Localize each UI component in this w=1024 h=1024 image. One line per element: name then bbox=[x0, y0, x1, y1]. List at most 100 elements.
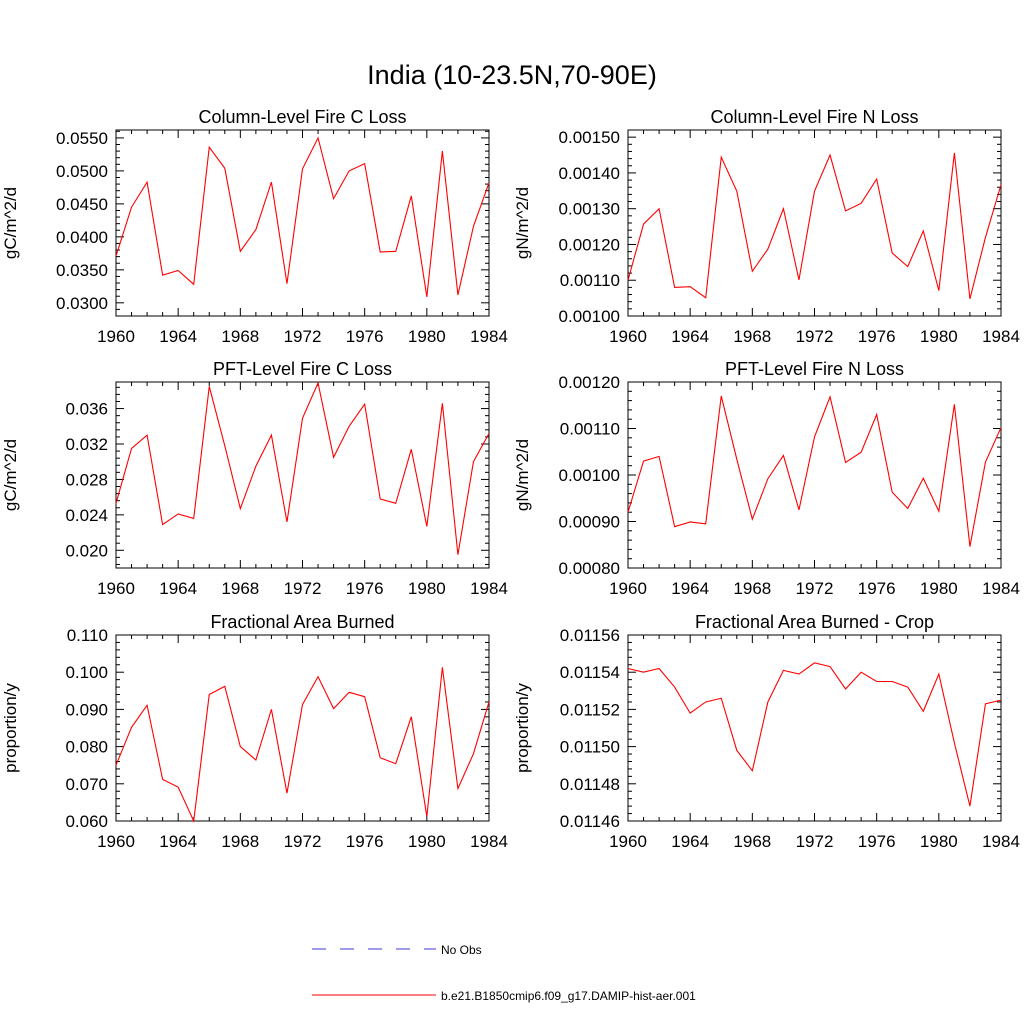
chart-title: Column-Level Fire C Loss bbox=[198, 107, 406, 127]
y-tick-label: 0.090 bbox=[65, 700, 108, 719]
x-tick-label: 1980 bbox=[920, 579, 958, 598]
figure-title: India (10-23.5N,70-90E) bbox=[367, 60, 657, 90]
plot-frame bbox=[627, 129, 1002, 317]
x-tick-label: 1964 bbox=[671, 579, 709, 598]
y-axis-label: gN/m^2/d bbox=[513, 439, 532, 511]
x-tick-label: 1964 bbox=[159, 832, 197, 851]
series-line bbox=[115, 136, 490, 297]
y-tick-label: 0.070 bbox=[65, 775, 108, 794]
y-tick-label: 0.00130 bbox=[559, 200, 620, 219]
y-axis-label: gC/m^2/d bbox=[1, 439, 20, 511]
y-axis-label: gC/m^2/d bbox=[1, 187, 20, 259]
x-tick-label: 1964 bbox=[671, 832, 709, 851]
chart-title: Column-Level Fire N Loss bbox=[710, 107, 918, 127]
y-tick-label: 0.0500 bbox=[56, 162, 108, 181]
x-tick-label: 1984 bbox=[982, 832, 1020, 851]
x-tick-label: 1972 bbox=[284, 832, 322, 851]
x-tick-label: 1964 bbox=[671, 327, 709, 346]
series-line bbox=[627, 662, 1002, 807]
series-line bbox=[627, 395, 1002, 547]
chart-panel-4: PFT-Level Fire N Loss gN/m^2/d 1960 1964 196… bbox=[513, 359, 1020, 598]
x-tick-label: 1968 bbox=[221, 832, 259, 851]
x-tick-label: 1972 bbox=[796, 832, 834, 851]
y-tick-label: 0.0300 bbox=[56, 294, 108, 313]
chart-title: PFT-Level Fire C Loss bbox=[213, 359, 392, 379]
plot-frame bbox=[627, 381, 1002, 569]
y-tick-label: 0.110 bbox=[67, 626, 108, 645]
x-tick-label: 1980 bbox=[920, 832, 958, 851]
x-tick-label: 1980 bbox=[920, 327, 958, 346]
x-tick-label: 1968 bbox=[733, 327, 771, 346]
x-tick-label: 1972 bbox=[796, 579, 834, 598]
series-line bbox=[115, 381, 490, 555]
y-tick-label: 0.01152 bbox=[560, 700, 620, 719]
x-tick-label: 1960 bbox=[609, 327, 647, 346]
y-tick-label: 0.100 bbox=[65, 663, 108, 682]
x-tick-label: 1980 bbox=[408, 832, 446, 851]
y-tick-label: 0.00120 bbox=[559, 373, 620, 392]
y-tick-label: 0.00110 bbox=[560, 420, 620, 439]
x-tick-label: 1976 bbox=[858, 579, 896, 598]
chart-panel-5: Fractional Area Burned proportion/y 1960 19… bbox=[1, 612, 508, 851]
x-tick-label: 1972 bbox=[284, 579, 322, 598]
x-tick-label: 1960 bbox=[97, 579, 135, 598]
y-tick-label: 0.00080 bbox=[559, 559, 620, 578]
x-tick-label: 1972 bbox=[796, 327, 834, 346]
x-tick-label: 1960 bbox=[97, 832, 135, 851]
y-tick-label: 0.00110 bbox=[560, 271, 620, 290]
y-tick-label: 0.032 bbox=[65, 435, 108, 454]
x-tick-label: 1976 bbox=[346, 579, 384, 598]
chart-panel-3: PFT-Level Fire C Loss gC/m^2/d 1960 1964 196… bbox=[1, 359, 508, 598]
x-tick-label: 1984 bbox=[982, 579, 1020, 598]
y-tick-label: 0.00120 bbox=[559, 235, 620, 254]
chart-panel-6: Fractional Area Burned - Crop proportion/… bbox=[513, 612, 1020, 851]
chart-title: Fractional Area Burned - Crop bbox=[695, 612, 934, 632]
y-axis-label: gN/m^2/d bbox=[513, 187, 532, 259]
chart-panel-1: Column-Level Fire C Loss gC/m^2/d 1960 1964… bbox=[1, 107, 508, 346]
y-tick-label: 0.0400 bbox=[56, 228, 108, 247]
x-tick-label: 1960 bbox=[609, 579, 647, 598]
y-tick-label: 0.00090 bbox=[559, 513, 620, 532]
plot-frame bbox=[115, 129, 490, 317]
y-tick-label: 0.00150 bbox=[559, 128, 620, 147]
x-tick-label: 1964 bbox=[159, 327, 197, 346]
legend-obs-label: No Obs bbox=[441, 943, 482, 957]
legend-model-label: b.e21.B1850cmip6.f09_g17.DAMIP-hist-aer.… bbox=[441, 989, 696, 1003]
x-tick-label: 1980 bbox=[408, 327, 446, 346]
y-tick-label: 0.060 bbox=[65, 812, 108, 831]
x-tick-label: 1976 bbox=[346, 832, 384, 851]
y-tick-label: 0.01150 bbox=[560, 738, 620, 757]
x-tick-label: 1976 bbox=[858, 832, 896, 851]
x-tick-label: 1968 bbox=[221, 579, 259, 598]
y-tick-label: 0.01146 bbox=[560, 812, 620, 831]
x-tick-label: 1968 bbox=[733, 579, 771, 598]
x-tick-label: 1960 bbox=[97, 327, 135, 346]
x-tick-label: 1960 bbox=[609, 832, 647, 851]
series-line bbox=[627, 152, 1002, 299]
x-tick-label: 1964 bbox=[159, 579, 197, 598]
y-tick-label: 0.028 bbox=[65, 470, 108, 489]
chart-title: Fractional Area Burned bbox=[210, 612, 394, 632]
x-tick-label: 1976 bbox=[346, 327, 384, 346]
y-tick-label: 0.0450 bbox=[56, 195, 108, 214]
x-tick-label: 1976 bbox=[858, 327, 896, 346]
plot-frame bbox=[115, 634, 490, 822]
y-tick-label: 0.080 bbox=[65, 738, 108, 757]
x-tick-label: 1968 bbox=[733, 832, 771, 851]
y-tick-label: 0.00140 bbox=[559, 164, 620, 183]
x-tick-label: 1984 bbox=[982, 327, 1020, 346]
chart-panels: Column-Level Fire C Loss gC/m^2/d 1960 1964… bbox=[1, 107, 1020, 851]
y-tick-label: 0.0550 bbox=[56, 129, 108, 148]
x-tick-label: 1968 bbox=[221, 327, 259, 346]
y-axis-label: proportion/y bbox=[1, 683, 20, 773]
series-line bbox=[115, 667, 490, 823]
y-tick-label: 0.01154 bbox=[560, 663, 620, 682]
y-axis-label: proportion/y bbox=[513, 683, 532, 773]
y-tick-label: 0.036 bbox=[65, 400, 108, 419]
y-tick-label: 0.00100 bbox=[559, 307, 620, 326]
x-tick-label: 1972 bbox=[284, 327, 322, 346]
y-tick-label: 0.01148 bbox=[560, 775, 620, 794]
x-tick-label: 1984 bbox=[470, 327, 508, 346]
x-tick-label: 1984 bbox=[470, 579, 508, 598]
